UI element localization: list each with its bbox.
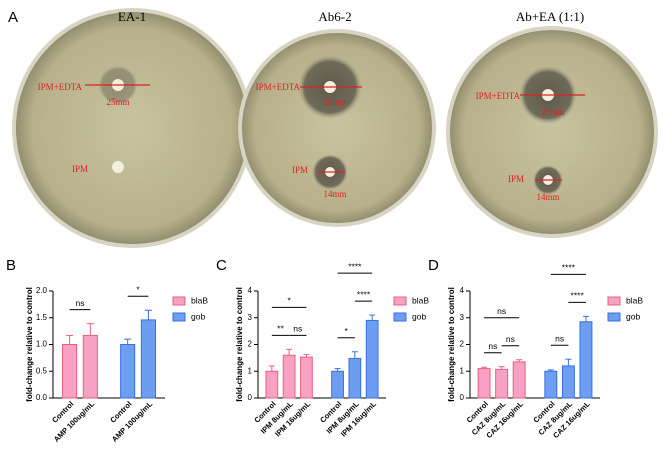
bar (512, 361, 526, 399)
y-tick-label: 0.0 (36, 393, 48, 402)
significance-label: ns (75, 298, 84, 308)
y-tick-label: 3 (248, 313, 253, 322)
plate-annotation: 30mm (323, 97, 346, 107)
legend-label: gob (191, 311, 205, 321)
y-tick-label: 2.0 (36, 286, 48, 295)
y-tick-label: 4 (460, 286, 465, 295)
plate-annotation: IPM (72, 164, 88, 174)
plate-annotation: IPM+EDTA (38, 82, 83, 92)
bar (561, 365, 575, 399)
legend-swatch (393, 312, 407, 322)
legend-label: blaB (191, 295, 208, 305)
y-tick-label: 3 (460, 313, 465, 322)
bar (477, 368, 491, 399)
y-tick-label: 1.5 (36, 313, 48, 322)
panel-label: D (428, 257, 439, 274)
significance-label: **** (357, 289, 371, 299)
y-axis-label: fold-change relative to control (25, 287, 34, 402)
y-tick-label: 0.5 (36, 366, 48, 375)
significance-label: ns (506, 334, 515, 344)
panel-label: C (216, 257, 227, 274)
significance-label: ns (293, 324, 302, 334)
bar (300, 356, 313, 399)
y-axis-label: fold-change relative to control (447, 287, 456, 402)
significance-label: * (345, 326, 349, 336)
y-tick-label: 2 (460, 340, 465, 349)
legend-swatch (607, 296, 621, 306)
panel-label: B (6, 257, 16, 274)
y-tick-label: 0 (248, 393, 253, 402)
significance-label: ns (555, 333, 564, 343)
plate-annotation: IPM+EDTA (476, 91, 521, 101)
plate-annotation: 22mm (541, 107, 564, 117)
legend-label: gob (626, 311, 640, 321)
plate (12, 8, 252, 248)
bar (348, 357, 362, 399)
legend-label: blaB (626, 295, 643, 305)
significance-label: **** (571, 291, 585, 301)
y-tick-label: 2 (248, 340, 253, 349)
y-axis-label: fold-change relative to control (235, 287, 244, 402)
plate-annotation: 14mm (323, 189, 346, 199)
plate-annotation: IPM (292, 165, 308, 175)
significance-label: * (287, 296, 291, 306)
plate (238, 29, 436, 227)
significance-label: ** (277, 324, 284, 334)
legend-swatch (172, 312, 186, 322)
legend-label: gob (412, 311, 426, 321)
y-tick-label: 0 (460, 393, 465, 402)
significance-label: **** (562, 263, 576, 273)
plate (446, 26, 658, 238)
y-tick-label: 1 (248, 366, 253, 375)
plate-title: Ab6-2 (318, 9, 351, 24)
bar (495, 368, 509, 399)
significance-label: ns (497, 306, 506, 316)
legend-swatch (393, 296, 407, 306)
bar (544, 370, 558, 399)
bar (282, 354, 296, 399)
legend-label: blaB (412, 295, 429, 305)
bar (331, 370, 344, 399)
legend-swatch (607, 312, 621, 322)
y-tick-label: 1 (460, 366, 465, 375)
plate-annotation: IPM+EDTA (256, 82, 301, 92)
panel-label: A (8, 9, 18, 26)
y-tick-label: 1.0 (36, 340, 48, 349)
bar (62, 344, 78, 399)
significance-label: ns (488, 341, 497, 351)
plates (12, 8, 658, 248)
bar (140, 319, 156, 399)
legend-swatch (172, 296, 186, 306)
y-tick-label: 4 (248, 286, 253, 295)
significance-label: **** (348, 261, 362, 271)
plate-title: Ab+EA (1:1) (516, 9, 584, 24)
disk (112, 161, 124, 173)
significance-label: * (136, 285, 140, 295)
plate-title: EA-1 (118, 9, 146, 24)
bar (120, 344, 136, 399)
plate-annotation: 14mm (536, 192, 559, 202)
bar (365, 319, 379, 399)
plate-annotation: IPM (508, 174, 524, 184)
bar (82, 334, 98, 399)
bar (265, 370, 279, 399)
bar (579, 321, 593, 399)
plate-annotation: 25mm (106, 97, 129, 107)
